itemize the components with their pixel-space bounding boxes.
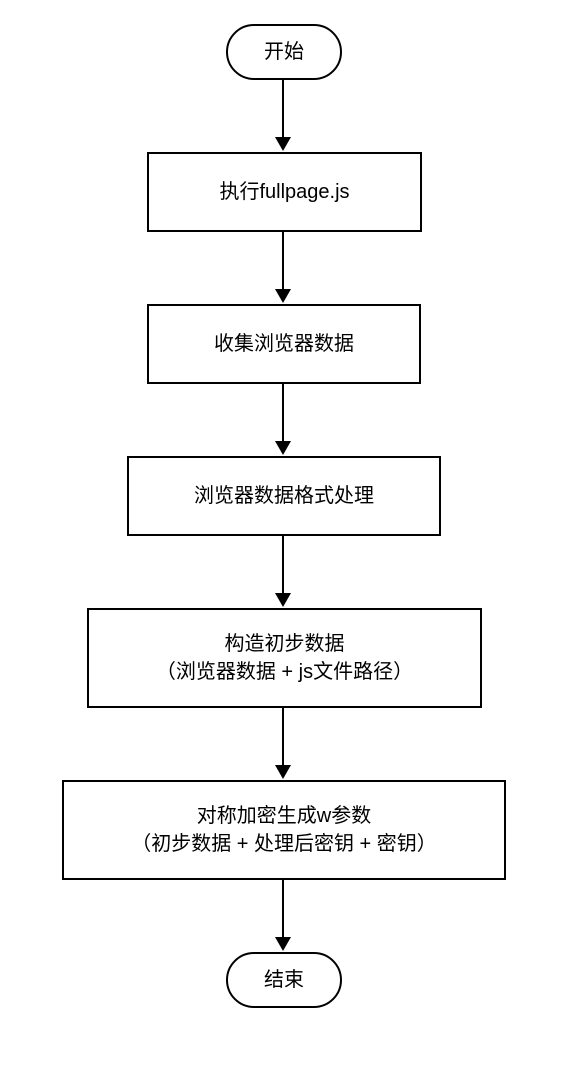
encrypt-label-line1: 对称加密生成w参数 [197, 802, 371, 830]
construct-node: 构造初步数据 （浏览器数据 + js文件路径） [87, 608, 482, 708]
arrow-format-construct [275, 536, 291, 607]
arrow-start-exec [275, 80, 291, 151]
end-label: 结束 [264, 966, 304, 994]
construct-label-line1: 构造初步数据 [225, 630, 345, 658]
start-label: 开始 [264, 38, 304, 66]
arrow-exec-collect [275, 232, 291, 303]
exec-node: 执行fullpage.js [147, 152, 422, 232]
start-node: 开始 [226, 24, 342, 80]
arrow-construct-encrypt [275, 708, 291, 779]
encrypt-label-line2: （初步数据 + 处理后密钥 + 密钥） [131, 830, 437, 858]
arrow-collect-format [275, 384, 291, 455]
collect-node: 收集浏览器数据 [147, 304, 421, 384]
format-label: 浏览器数据格式处理 [194, 482, 374, 510]
encrypt-node: 对称加密生成w参数 （初步数据 + 处理后密钥 + 密钥） [62, 780, 506, 880]
collect-label: 收集浏览器数据 [214, 330, 354, 358]
exec-label: 执行fullpage.js [219, 178, 349, 206]
construct-label-line2: （浏览器数据 + js文件路径） [156, 658, 413, 686]
arrow-encrypt-end [275, 880, 291, 951]
flowchart-container: 开始 执行fullpage.js 收集浏览器数据 浏览器数据格式处理 构造初步数… [0, 0, 566, 1076]
end-node: 结束 [226, 952, 342, 1008]
format-node: 浏览器数据格式处理 [127, 456, 441, 536]
